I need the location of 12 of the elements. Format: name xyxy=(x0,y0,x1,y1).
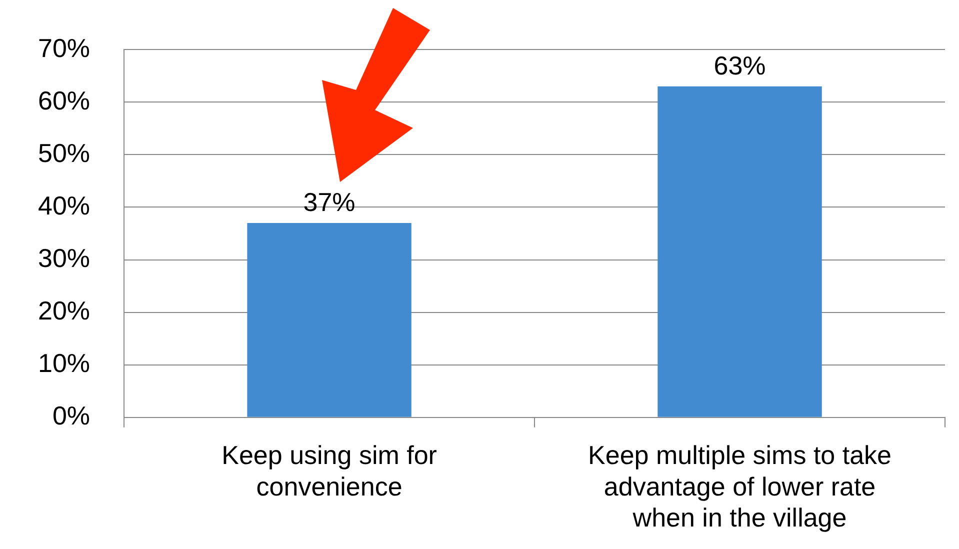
y-tick-label: 50% xyxy=(38,138,90,168)
x-tick-label: Keep multiple sims to take advantage of lower rate when in the village xyxy=(588,440,892,533)
y-tick-label: 20% xyxy=(38,295,90,326)
y-tick-label: 10% xyxy=(38,348,90,378)
y-tick-label: 40% xyxy=(38,190,90,220)
data-label: 63% xyxy=(714,50,766,81)
y-tick-label: 60% xyxy=(38,85,90,116)
y-tick-label: 0% xyxy=(52,400,90,431)
data-label: 37% xyxy=(303,187,356,218)
y-tick-label: 70% xyxy=(38,32,90,63)
x-tick-label: Keep using sim for convenience xyxy=(222,440,438,502)
y-tick-label: 30% xyxy=(38,242,90,273)
